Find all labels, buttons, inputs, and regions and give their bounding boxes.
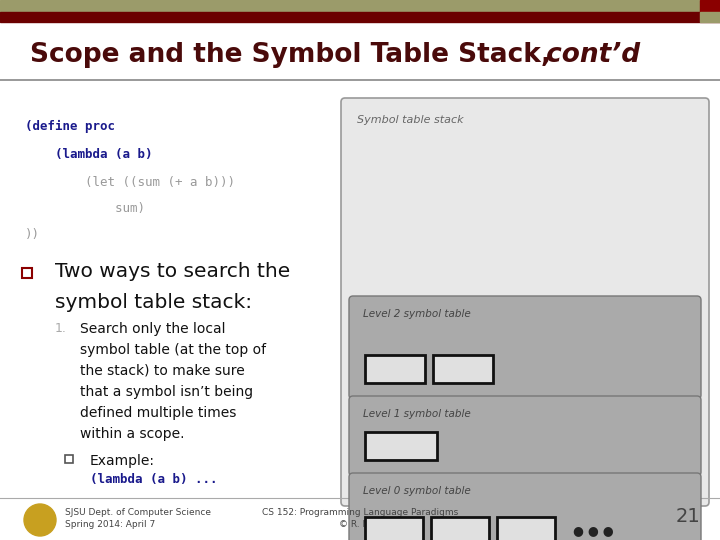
Text: symbol table (at the top of: symbol table (at the top of xyxy=(80,343,266,357)
Bar xyxy=(431,517,489,540)
Bar xyxy=(700,12,720,22)
Bar xyxy=(365,432,437,460)
Text: (lambda (a b) ...: (lambda (a b) ... xyxy=(90,473,217,486)
Bar xyxy=(65,455,73,463)
Text: "proc": "proc" xyxy=(381,441,421,451)
Text: "cdr": "cdr" xyxy=(443,526,477,536)
Text: CS 152: Programming Language Paradigms: CS 152: Programming Language Paradigms xyxy=(262,508,458,517)
Circle shape xyxy=(24,504,56,536)
Text: symbol table stack:: symbol table stack: xyxy=(55,293,252,312)
Text: 1.: 1. xyxy=(55,322,67,335)
Text: Level 0 symbol table: Level 0 symbol table xyxy=(363,486,471,496)
Text: Level 1 symbol table: Level 1 symbol table xyxy=(363,409,471,419)
Bar xyxy=(433,355,493,383)
Bar xyxy=(700,0,720,12)
Bar xyxy=(0,0,720,12)
Text: within a scope.: within a scope. xyxy=(80,427,184,441)
Text: (define proc: (define proc xyxy=(25,120,115,133)
Text: © R. Mak: © R. Mak xyxy=(339,520,381,529)
Text: cont’d: cont’d xyxy=(537,42,640,68)
Text: Example:: Example: xyxy=(90,454,155,468)
Text: "+": "+" xyxy=(516,526,536,536)
Text: defined multiple times: defined multiple times xyxy=(80,406,236,420)
Text: (let ((sum (+ a b))): (let ((sum (+ a b))) xyxy=(25,176,235,189)
Text: Spring 2014: April 7: Spring 2014: April 7 xyxy=(65,520,156,529)
Text: Search only the local: Search only the local xyxy=(80,322,225,336)
Text: that a symbol isn’t being: that a symbol isn’t being xyxy=(80,385,253,399)
Text: SJSU Dept. of Computer Science: SJSU Dept. of Computer Science xyxy=(65,508,211,517)
Bar xyxy=(365,517,423,540)
Bar xyxy=(22,268,32,278)
FancyBboxPatch shape xyxy=(349,396,701,476)
Text: Level 2 symbol table: Level 2 symbol table xyxy=(363,309,471,319)
Text: )): )) xyxy=(25,228,40,241)
FancyBboxPatch shape xyxy=(341,98,709,506)
Text: "a": "a" xyxy=(385,364,405,374)
Bar xyxy=(365,355,425,383)
Text: (lambda (a b): (lambda (a b) xyxy=(25,148,153,161)
Text: Two ways to search the: Two ways to search the xyxy=(55,262,290,281)
Text: the stack) to make sure: the stack) to make sure xyxy=(80,364,245,378)
Text: sum): sum) xyxy=(25,202,145,215)
Text: Symbol table stack: Symbol table stack xyxy=(357,115,464,125)
FancyBboxPatch shape xyxy=(349,473,701,540)
FancyBboxPatch shape xyxy=(349,296,701,399)
Bar xyxy=(497,517,555,540)
Text: Scope and the Symbol Table Stack,: Scope and the Symbol Table Stack, xyxy=(30,42,551,68)
Text: "b": "b" xyxy=(453,364,473,374)
Text: 21: 21 xyxy=(675,507,700,525)
Bar xyxy=(0,12,720,22)
Text: "car": "car" xyxy=(377,526,411,536)
Text: ● ● ●: ● ● ● xyxy=(573,524,613,537)
